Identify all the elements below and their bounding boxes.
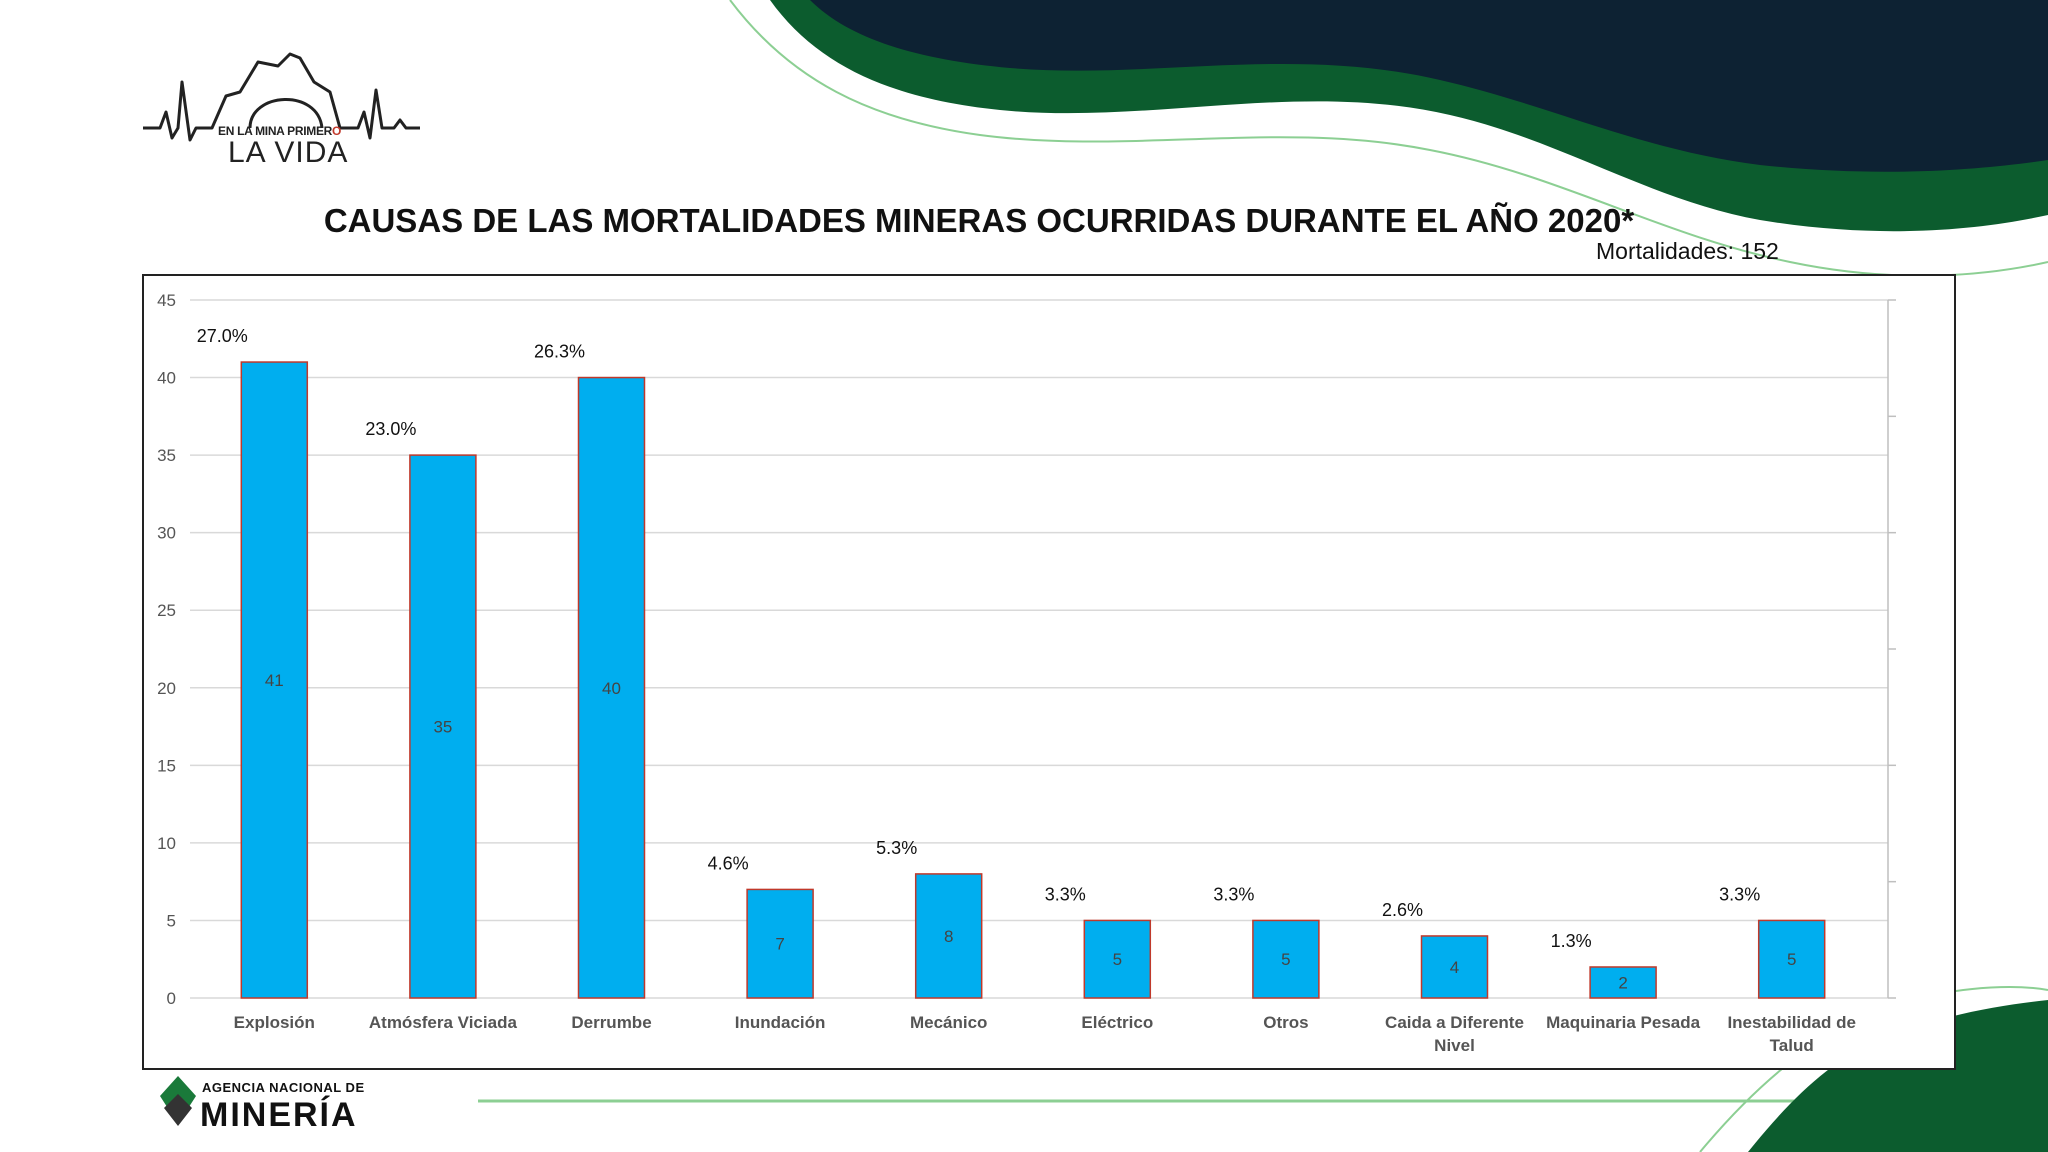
- y-tick-label: 20: [157, 679, 176, 698]
- bar-percent-label: 23.0%: [365, 419, 416, 439]
- y-tick-label: 30: [157, 524, 176, 543]
- y-tick-label: 10: [157, 834, 176, 853]
- logo-top-text-accent: O: [332, 124, 342, 138]
- logo-graphic: [143, 52, 420, 142]
- x-category-label: Inestabilidad de Talud: [1727, 1013, 1855, 1055]
- bar: [409, 454, 477, 999]
- agency-logo: AGENCIA NACIONAL DE MINERÍA: [160, 1076, 400, 1136]
- bar-percent-label: 5.3%: [876, 838, 917, 858]
- chart-title: CAUSAS DE LAS MORTALIDADES MINERAS OCURR…: [323, 202, 1635, 239]
- bar-percent-label: 2.6%: [1382, 900, 1423, 920]
- bar-chart: 0510152025303540454127.0%Explosión3523.0…: [157, 291, 1896, 1055]
- bar-value-label: 5: [1787, 950, 1796, 969]
- bar-value-label: 35: [433, 718, 452, 737]
- top-navy-wave: [810, 0, 2048, 172]
- x-category-label: Explosión: [234, 1013, 315, 1032]
- agency-logo-icon: [160, 1076, 196, 1126]
- bar-value-label: 5: [1281, 950, 1290, 969]
- agency-small-text: AGENCIA NACIONAL DE: [202, 1080, 365, 1095]
- y-tick-label: 45: [157, 291, 176, 310]
- bar-percent-label: 1.3%: [1551, 931, 1592, 951]
- y-tick-label: 40: [157, 369, 176, 388]
- bar-percent-label: 27.0%: [197, 326, 248, 346]
- x-category-label: Mecánico: [910, 1013, 987, 1032]
- bar: [1757, 919, 1826, 999]
- bar-value-label: 8: [944, 927, 953, 946]
- logo-top-text: EN LA MINA PRIMERO: [218, 124, 341, 138]
- x-category-label: Atmósfera Viciada: [369, 1013, 518, 1032]
- agency-big-text: MINERÍA: [200, 1096, 358, 1134]
- y-tick-label: 15: [157, 756, 176, 775]
- bar: [1252, 919, 1320, 999]
- bar-percent-label: 26.3%: [534, 342, 585, 362]
- y-tick-label: 25: [157, 601, 176, 620]
- x-category-label: Caida a Diferente Nivel: [1385, 1013, 1524, 1055]
- bar: [1083, 919, 1152, 999]
- bar: [1589, 966, 1657, 999]
- top-light-line: [729, 0, 2048, 277]
- x-category-label: Maquinaria Pesada: [1546, 1013, 1701, 1032]
- bar-value-label: 4: [1450, 958, 1459, 977]
- bar-value-label: 41: [265, 671, 284, 690]
- y-tick-label: 5: [167, 911, 176, 930]
- bar-value-label: 40: [602, 679, 621, 698]
- logo-main-text: LA VIDA: [228, 136, 349, 169]
- chart-subtitle: Mortalidades: 152: [1596, 238, 1779, 264]
- bar-value-label: 7: [775, 935, 784, 954]
- x-category-label: Inundación: [735, 1013, 826, 1032]
- bar: [240, 361, 309, 999]
- bar-value-label: 2: [1618, 973, 1627, 992]
- bar-percent-label: 4.6%: [708, 853, 749, 873]
- bottom-green-wave: [1748, 1000, 2048, 1152]
- x-category-label: Derrumbe: [571, 1013, 651, 1032]
- y-tick-label: 35: [157, 446, 176, 465]
- bar-percent-label: 3.3%: [1045, 884, 1086, 904]
- bar: [914, 873, 983, 999]
- y-tick-label: 0: [167, 989, 176, 1008]
- bar: [746, 888, 814, 999]
- bar: [1420, 935, 1489, 999]
- chart-frame: 0 5 10 15 20 25 30 35 40 45 41 27.0% Explosión 35 23.0…: [142, 274, 1956, 1070]
- x-category-label: Otros: [1263, 1013, 1308, 1032]
- bar-value-label: 5: [1113, 950, 1122, 969]
- mine-safety-logo: EN LA MINA PRIMERO LA VIDA: [140, 48, 430, 169]
- bar: [577, 376, 646, 999]
- x-category-label: Eléctrico: [1081, 1013, 1153, 1032]
- bar-percent-label: 3.3%: [1213, 884, 1254, 904]
- bar-percent-label: 3.3%: [1719, 884, 1760, 904]
- logo-top-text-main: EN LA MINA PRIMER: [218, 124, 333, 138]
